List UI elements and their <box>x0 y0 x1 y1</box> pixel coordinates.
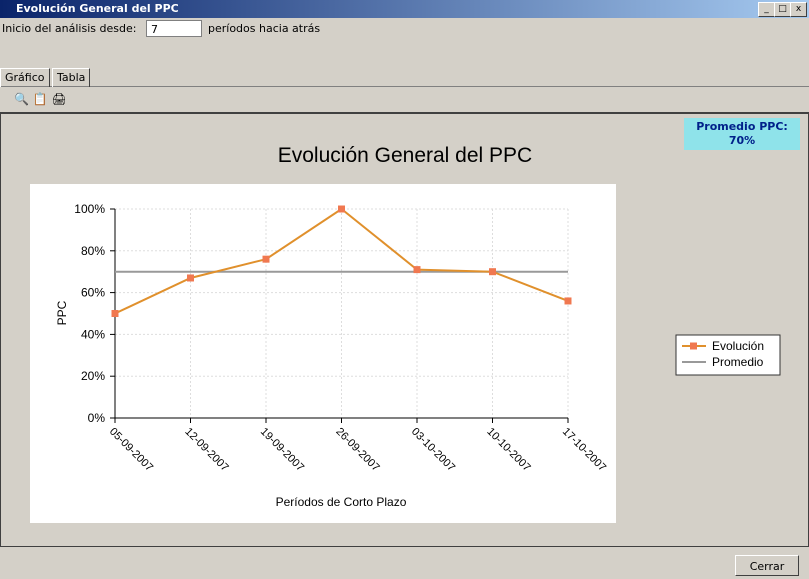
summary-value: 70% <box>728 134 756 147</box>
legend-label: Evolución <box>712 339 764 353</box>
toolbar-icons[interactable]: 🔍 📋 🖨 <box>14 92 67 106</box>
start-label: Inicio del análisis desde: <box>2 22 137 35</box>
y-tick-label: 40% <box>81 327 105 341</box>
y-tick-label: 100% <box>74 202 105 216</box>
summary-box: Promedio PPC: 70% <box>684 118 800 150</box>
point-marker <box>262 255 270 263</box>
title-bar: Evolución General del PPC <box>0 0 809 18</box>
y-axis-label: PPC <box>55 300 69 325</box>
point-marker <box>338 205 345 213</box>
chart-title: Evolución General del PPC <box>278 144 532 167</box>
point-marker <box>187 274 194 282</box>
tab-line <box>0 86 809 87</box>
y-tick-label: 80% <box>81 244 105 258</box>
legend-marker <box>690 342 697 350</box>
y-tick-label: 20% <box>81 369 105 383</box>
y-tick-label: 60% <box>81 286 105 300</box>
close-window-button[interactable]: x <box>790 2 807 17</box>
x-axis-label: Períodos de Corto Plazo <box>276 495 407 509</box>
y-tick-label: 0% <box>88 411 106 425</box>
point-marker <box>111 310 119 317</box>
window-title: Evolución General del PPC <box>16 2 179 15</box>
summary-label: Promedio PPC: <box>696 120 788 133</box>
plot-background <box>30 184 616 523</box>
periods-spinner[interactable]: 7 <box>146 20 202 37</box>
point-marker <box>564 297 572 305</box>
legend-label: Promedio <box>712 355 764 369</box>
periods-value: 7 <box>151 23 158 36</box>
point-marker <box>413 266 421 274</box>
tab[interactable]: Tabla <box>52 68 91 87</box>
periods-suffix: períodos hacia atrás <box>208 22 321 35</box>
close-button[interactable]: Cerrar <box>735 555 799 576</box>
point-marker <box>489 268 496 276</box>
tab[interactable]: Gráfico <box>0 68 50 87</box>
legend-box <box>675 334 781 376</box>
